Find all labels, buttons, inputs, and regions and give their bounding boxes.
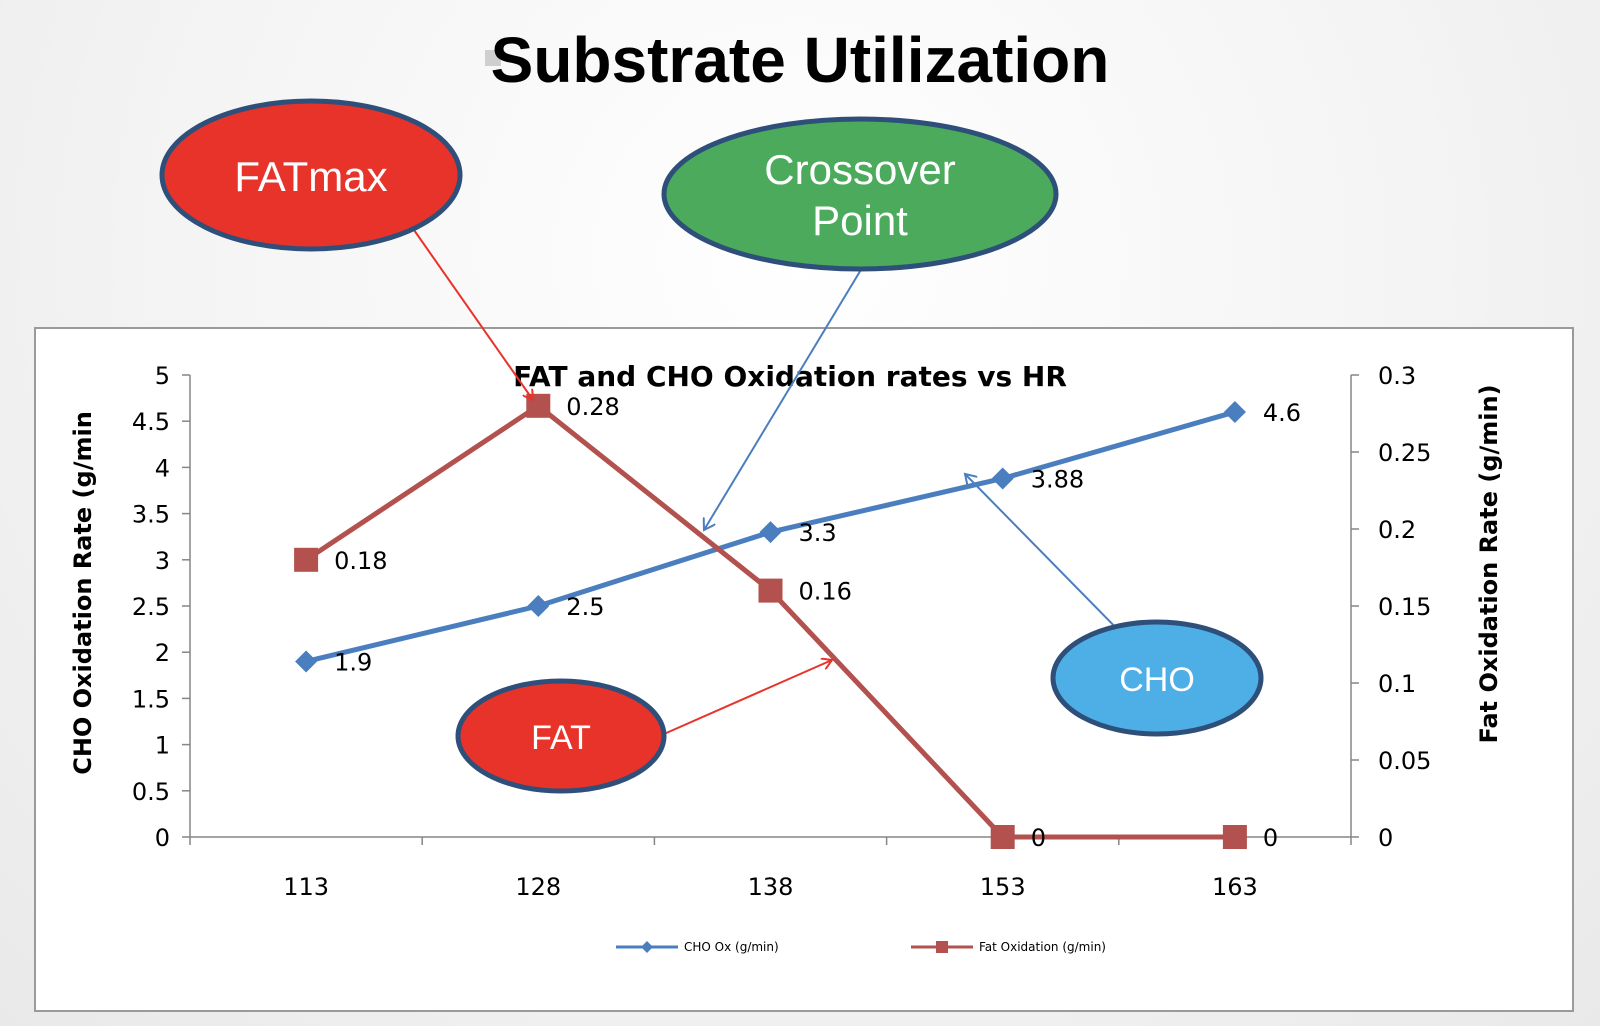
legend-fat-label: Fat Oxidation (g/min) xyxy=(979,940,1106,954)
cho-data-point xyxy=(759,521,782,544)
crossover-arrow xyxy=(704,267,863,530)
y-tick-label: 1.5 xyxy=(132,685,170,713)
fat-data-label: 0.16 xyxy=(799,578,852,606)
slide-title: Substrate Utilization xyxy=(490,24,1110,96)
cho-data-label: 4.6 xyxy=(1263,399,1301,427)
y-tick-label: 4 xyxy=(155,454,170,482)
cho-data-label: 2.5 xyxy=(566,593,604,621)
cho-data-point xyxy=(527,595,550,617)
cho-data-point xyxy=(295,650,318,673)
y2-tick-label: 0.25 xyxy=(1378,439,1431,467)
fatmax-callout-label: FATmax xyxy=(234,153,387,200)
fat-series-line xyxy=(304,403,1235,840)
crossover-callout: Crossover Point xyxy=(661,116,1059,272)
fat-callout: FAT xyxy=(455,678,667,794)
cho-data-label: 3.3 xyxy=(799,519,837,547)
y2-tick-label: 0.15 xyxy=(1378,593,1431,621)
legend-cho-marker xyxy=(641,941,653,953)
y-tick-label: 2.5 xyxy=(132,593,170,621)
fatmax-arrow xyxy=(413,229,533,400)
y-tick-label: 0 xyxy=(155,824,170,852)
chart-frame xyxy=(34,327,1574,1012)
y2-tick-label: 0.3 xyxy=(1378,362,1416,390)
fat-arrow xyxy=(663,660,832,735)
fat-data-label: 0 xyxy=(1263,824,1278,852)
chart-legend: CHO Ox (g/min) Fat Oxidation (g/min) xyxy=(616,940,1106,954)
y2-axis-label: Fat Oxidation Rate (g/min) xyxy=(1475,384,1503,743)
fat-data-point xyxy=(526,393,551,418)
series-layer xyxy=(294,393,1247,849)
fat-data-label: 0.18 xyxy=(334,547,387,575)
cho-data-label: 3.88 xyxy=(1031,465,1084,493)
fat-data-point xyxy=(990,825,1015,849)
cho-arrow xyxy=(965,474,1131,643)
y-tick-label: 0.5 xyxy=(132,778,170,806)
x-tick-label: 153 xyxy=(980,873,1026,901)
cho-data-point xyxy=(1223,400,1246,423)
crossover-callout-line2: Point xyxy=(812,197,908,244)
legend-fat-marker xyxy=(936,941,948,953)
fat-callout-label: FAT xyxy=(531,719,591,757)
fat-data-label: 0.28 xyxy=(566,393,619,421)
title-bullet xyxy=(485,50,501,66)
cho-callout: CHO xyxy=(1050,619,1264,737)
y-tick-label: 3 xyxy=(155,547,170,575)
fatmax-callout: FATmax xyxy=(159,98,463,252)
fat-data-point xyxy=(758,578,783,603)
cho-data-point xyxy=(991,467,1014,490)
y-tick-label: 2 xyxy=(155,639,170,667)
cho-callout-label: CHO xyxy=(1119,661,1195,699)
y2-tick-label: 0.05 xyxy=(1378,747,1431,775)
y2-tick-label: 0.2 xyxy=(1378,516,1416,544)
y-tick-label: 1 xyxy=(155,732,170,760)
axes-layer: 0 0.5 1 1.5 2 2.5 3 3.5 4 4.5 5 0 0.05 0.1 0.15 0.2 0.25… xyxy=(132,362,1432,901)
crossover-callout-line1: Crossover xyxy=(764,146,955,193)
x-tick-label: 113 xyxy=(283,873,329,901)
y-tick-label: 3.5 xyxy=(132,501,170,529)
y2-tick-label: 0.1 xyxy=(1378,670,1416,698)
cho-data-label: 1.9 xyxy=(334,648,372,676)
fat-data-point xyxy=(1222,825,1247,849)
x-tick-label: 128 xyxy=(515,873,561,901)
x-tick-label: 138 xyxy=(748,873,794,901)
y2-tick-label: 0 xyxy=(1378,824,1393,852)
fat-data-point xyxy=(294,547,319,572)
y-tick-label: 5 xyxy=(155,362,170,390)
legend-cho-label: CHO Ox (g/min) xyxy=(684,940,779,954)
y-axis-label: CHO Oxidation Rate (g/min xyxy=(69,411,97,775)
x-tick-label: 163 xyxy=(1212,873,1258,901)
fat-data-label: 0 xyxy=(1031,824,1046,852)
labels-layer: 1.9 2.5 3.3 3.88 4.6 0.18 0.28 0.16 0 0 xyxy=(334,393,1301,852)
y-tick-label: 4.5 xyxy=(132,408,170,436)
